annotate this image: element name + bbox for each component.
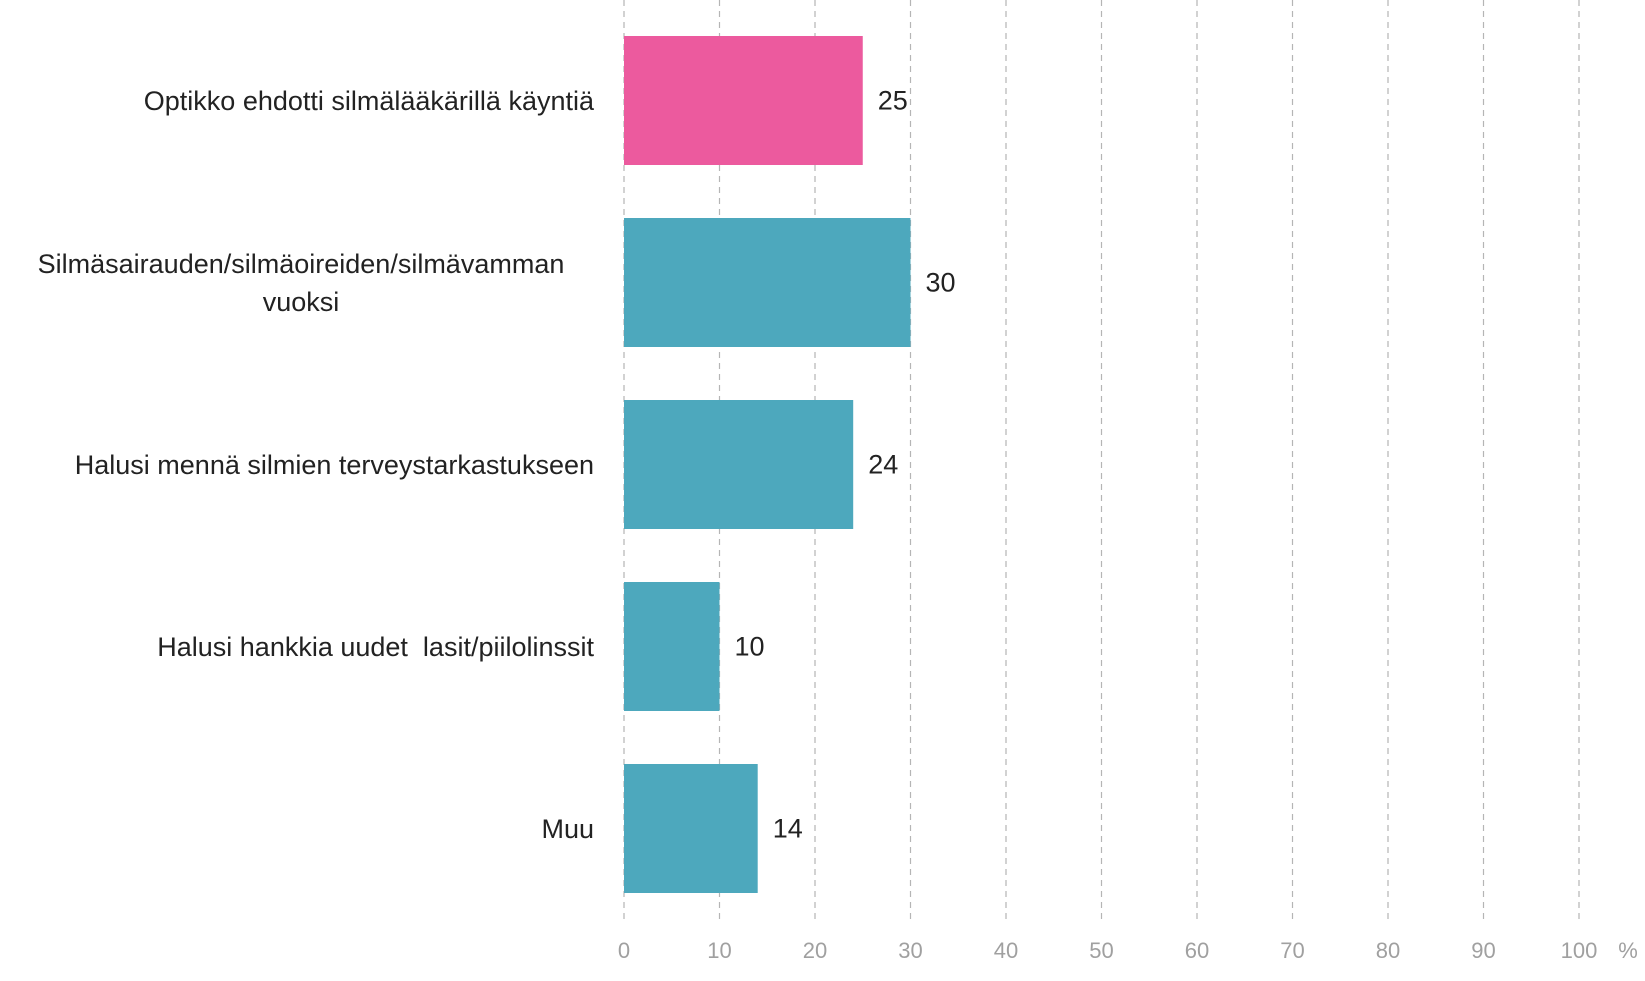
- value-label: 25: [878, 86, 908, 116]
- x-tick-label: 100: [1561, 938, 1598, 963]
- x-tick-label: 40: [994, 938, 1018, 963]
- bar: [624, 400, 854, 529]
- value-label: 10: [735, 632, 765, 662]
- bar: [624, 218, 911, 347]
- x-axis-unit: %: [1618, 938, 1638, 963]
- x-tick-label: 20: [803, 938, 827, 963]
- category-label: Halusi mennä silmien terveystarkastuksee…: [8, 446, 594, 484]
- x-tick-label: 30: [898, 938, 922, 963]
- category-text: Silmäsairauden/silmäoireiden/silmävamman…: [37, 248, 572, 317]
- x-tick-label: 0: [618, 938, 630, 963]
- category-label: Optikko ehdotti silmälääkärillä käyntiä: [8, 82, 594, 120]
- x-tick-label: 80: [1376, 938, 1400, 963]
- value-label: 24: [868, 450, 898, 480]
- x-tick-label: 10: [707, 938, 731, 963]
- category-label: Muu: [8, 810, 594, 848]
- value-label: 14: [773, 814, 803, 844]
- bar: [624, 36, 863, 165]
- x-tick-label: 70: [1280, 938, 1304, 963]
- bar: [624, 582, 720, 711]
- category-text: Muu: [541, 813, 594, 844]
- x-tick-label: 50: [1089, 938, 1113, 963]
- x-tick-label: 60: [1185, 938, 1209, 963]
- category-text: Optikko ehdotti silmälääkärillä käyntiä: [143, 85, 594, 116]
- category-label: Silmäsairauden/silmäoireiden/silmävamman…: [8, 245, 594, 321]
- category-label: Halusi hankkia uudet lasit/piilolinssit: [8, 628, 594, 666]
- value-label: 30: [926, 268, 956, 298]
- category-text: Halusi hankkia uudet lasit/piilolinssit: [157, 631, 594, 662]
- category-text: Halusi mennä silmien terveystarkastuksee…: [74, 449, 594, 480]
- bar: [624, 764, 758, 893]
- x-tick-label: 90: [1471, 938, 1495, 963]
